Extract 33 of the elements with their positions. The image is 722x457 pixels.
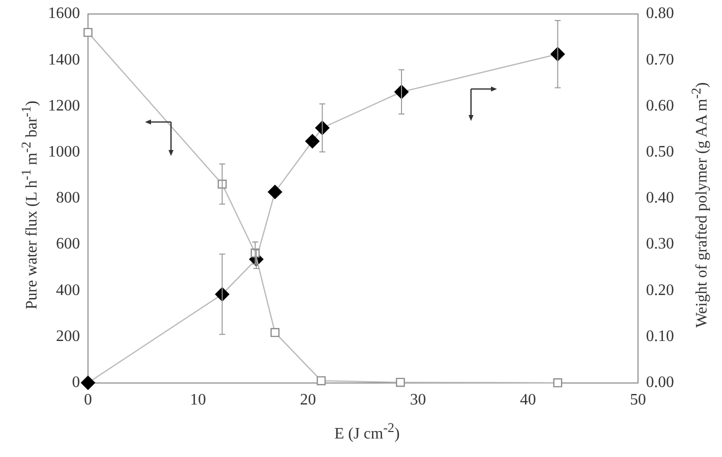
x-tick-label: 20 [300,392,316,409]
y2-tick-label: 0.50 [646,144,674,161]
y-tick-label: 1000 [48,144,80,161]
point [270,328,280,338]
y2-tick-label: 0.00 [646,374,674,392]
y2-tick-label: 0.20 [646,282,674,299]
y2-tick-label: 0.10 [646,328,674,345]
x-tick-label: 0 [84,392,92,409]
y2-tick-label: 0.80 [646,5,674,22]
y-tick-label: 0 [72,374,80,392]
y-tick-label: 400 [56,282,80,299]
point [553,378,562,388]
x-tick-label: 40 [520,392,536,409]
y2-tick-label: 0.40 [646,190,674,207]
point [305,134,320,148]
y-tick-label: 800 [56,190,80,207]
y-tick-label: 1200 [48,97,80,114]
x-tick-label: 50 [630,392,646,409]
x-axis-title: E (J cm$^{-2}$) [334,420,400,444]
y-tick-label: 200 [56,328,80,345]
point [80,376,96,390]
x-tick-label: 30 [410,392,426,409]
point [316,376,326,386]
y-tick-label: 600 [56,236,80,253]
x-tick-label: 10 [190,392,206,409]
point [396,378,405,387]
y2-tick-label: 0.60 [646,97,674,114]
point [84,28,92,37]
y2-tick-label: 0.70 [646,51,674,68]
point [268,184,282,200]
y2-tick-label: 0.30 [646,236,674,253]
y-tick-label: 1400 [48,51,80,68]
y-tick-label: 1600 [48,5,80,22]
